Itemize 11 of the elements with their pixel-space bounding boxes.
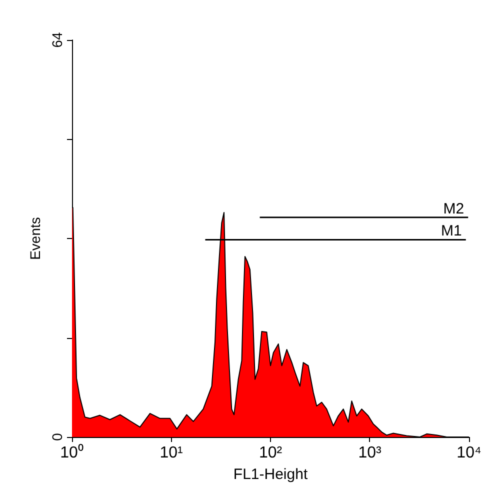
- y-tick-label: 64: [49, 32, 65, 48]
- x-axis-title: FL1-Height: [233, 466, 308, 483]
- x-tick-label: 10⁴: [456, 444, 482, 462]
- annotation: M2: [443, 200, 464, 218]
- x-tick-label: 10⁰: [60, 444, 84, 462]
- x-tick-label: 10²: [258, 444, 283, 462]
- x-tick-label: 10³: [358, 444, 382, 462]
- annotation: M1: [441, 222, 462, 240]
- y-tick-label: 0: [49, 432, 65, 441]
- x-tick-label: 10¹: [160, 444, 183, 462]
- y-axis-title: Events: [27, 217, 43, 260]
